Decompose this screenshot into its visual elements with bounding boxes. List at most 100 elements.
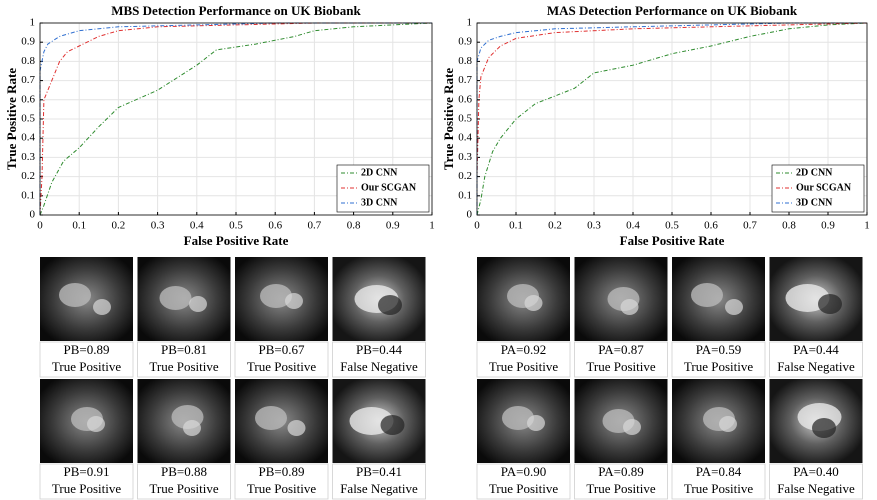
- x-tick-label: 0.3: [587, 220, 601, 232]
- score-label: PA=0.90: [501, 464, 547, 479]
- y-tick-label: 0.9: [21, 36, 35, 48]
- roc-curve: [39, 22, 432, 216]
- caption-box: [476, 463, 571, 500]
- y-tick-label: 0.4: [458, 132, 472, 144]
- mri-structure: [719, 416, 737, 432]
- mri-structure: [260, 284, 292, 308]
- y-tick-label: 0.6: [21, 93, 35, 105]
- y-tick-label: 0.5: [458, 113, 472, 125]
- x-tick-label: 0.4: [626, 220, 640, 232]
- roc-curve: [476, 22, 868, 215]
- x-axis-label: False Positive Rate: [184, 233, 289, 248]
- score-label: PB=0.67: [259, 342, 305, 357]
- x-tick-label: 0.5: [665, 220, 679, 232]
- legend-label: 3D CNN: [361, 197, 398, 208]
- result-label: False Negative: [777, 481, 855, 496]
- caption-box: [769, 463, 863, 500]
- result-label: True Positive: [586, 359, 655, 374]
- result-label: True Positive: [52, 359, 121, 374]
- x-tick-label: 0.8: [347, 220, 361, 232]
- y-tick-label: 0.1: [458, 189, 472, 201]
- mri-structure: [93, 299, 111, 315]
- caption-box: [671, 341, 766, 378]
- score-label: PB=0.89: [259, 464, 305, 479]
- result-label: True Positive: [52, 481, 121, 496]
- mri-structure: [183, 420, 201, 436]
- chart-title: MBS Detection Performance on UK Biobank: [111, 3, 361, 18]
- x-tick-label: 0.2: [548, 220, 562, 232]
- x-tick-label: 1: [864, 220, 870, 232]
- score-label: PB=0.81: [161, 342, 207, 357]
- x-tick-label: 0.1: [72, 220, 86, 232]
- x-tick-label: 0.7: [743, 220, 757, 232]
- roc-curve: [39, 22, 433, 216]
- y-tick-label: 0.9: [458, 36, 472, 48]
- result-label: False Negative: [777, 359, 855, 374]
- plot-frame: [476, 22, 868, 216]
- x-tick-label: 0.2: [112, 220, 126, 232]
- result-label: True Positive: [586, 481, 655, 496]
- mri-structure: [527, 415, 545, 431]
- plot-frame: [39, 22, 433, 216]
- x-tick-label: 0.1: [509, 220, 523, 232]
- caption-box: [39, 463, 134, 500]
- x-tick-label: 0: [37, 220, 43, 232]
- caption-box: [137, 341, 231, 378]
- x-tick-label: 0.3: [151, 220, 165, 232]
- y-tick-label: 0.5: [21, 113, 35, 125]
- caption-box: [234, 341, 329, 378]
- x-tick-label: 0.9: [821, 220, 835, 232]
- result-label: False Negative: [340, 359, 418, 374]
- x-tick-label: 0.4: [190, 220, 204, 232]
- roc-curve: [39, 22, 432, 215]
- score-label: PA=0.59: [696, 342, 742, 357]
- legend-label: 2D CNN: [361, 167, 398, 178]
- score-label: PA=0.44: [793, 342, 839, 357]
- mri-structure: [59, 283, 91, 307]
- score-label: PA=0.84: [696, 464, 742, 479]
- mri-structure: [620, 299, 639, 315]
- y-tick-label: 0.4: [21, 132, 35, 144]
- mri-structure: [285, 293, 303, 309]
- y-tick-label: 0.7: [458, 74, 472, 86]
- score-label: PB=0.89: [64, 342, 110, 357]
- score-label: PA=0.92: [501, 342, 547, 357]
- result-label: True Positive: [684, 481, 753, 496]
- y-axis-label: True Positive Rate: [441, 68, 456, 171]
- mri-structure: [623, 419, 641, 435]
- legend-label: 3D CNN: [796, 197, 833, 208]
- y-tick-label: 0: [30, 209, 36, 221]
- caption-box: [39, 341, 134, 378]
- score-label: PA=0.87: [598, 342, 644, 357]
- score-label: PB=0.91: [64, 464, 110, 479]
- legend-label: Our SCGAN: [361, 182, 417, 193]
- x-tick-label: 0.8: [782, 220, 796, 232]
- mri-structure: [189, 296, 207, 312]
- caption-box: [671, 463, 766, 500]
- result-label: True Positive: [247, 481, 316, 496]
- y-tick-label: 0.1: [21, 189, 35, 201]
- mri-structure: [725, 299, 743, 315]
- caption-box: [574, 463, 668, 500]
- caption-box: [332, 463, 426, 500]
- caption-box: [574, 341, 668, 378]
- x-axis-label: False Positive Rate: [620, 233, 725, 248]
- y-tick-label: 0.2: [21, 170, 35, 182]
- y-tick-label: 0.8: [458, 55, 472, 67]
- x-tick-label: 0.9: [386, 220, 400, 232]
- y-tick-label: 0.8: [21, 55, 35, 67]
- result-label: True Positive: [149, 359, 218, 374]
- caption-box: [769, 341, 863, 378]
- result-label: True Positive: [489, 481, 558, 496]
- mri-structure: [159, 286, 192, 310]
- legend-label: 2D CNN: [796, 167, 833, 178]
- result-label: True Positive: [489, 359, 558, 374]
- y-tick-label: 0: [467, 209, 473, 221]
- mri-structure: [287, 420, 306, 436]
- x-tick-label: 0.6: [268, 220, 282, 232]
- score-label: PB=0.41: [356, 464, 402, 479]
- chart-title: MAS Detection Performance on UK Biobank: [547, 3, 798, 18]
- y-tick-label: 0.7: [21, 74, 35, 86]
- mri-structure: [524, 295, 543, 311]
- mri-structure: [818, 294, 842, 314]
